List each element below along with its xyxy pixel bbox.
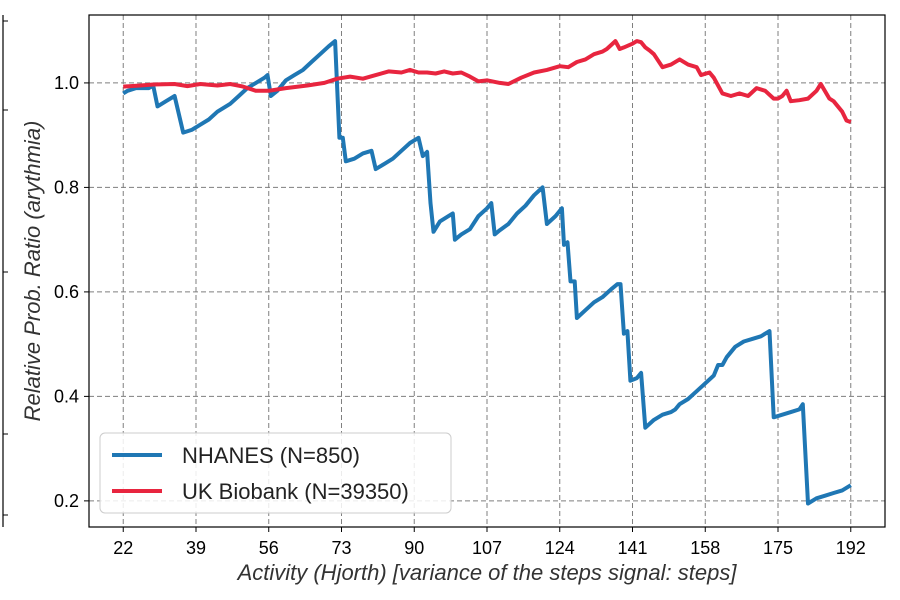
x-axis-label: Activity (Hjorth) [variance of the steps…	[236, 560, 738, 585]
legend-label-nhanes: NHANES (N=850)	[182, 443, 360, 468]
x-tick-label: 141	[617, 538, 647, 558]
x-tick-label: 39	[186, 538, 206, 558]
x-tick-label: 158	[690, 538, 720, 558]
y-tick-label: 0.4	[54, 386, 79, 406]
y-tick-label: 1.0	[54, 73, 79, 93]
y-axis-label: Relative Prob. Ratio (arythmia)	[20, 121, 45, 422]
legend: NHANES (N=850) UK Biobank (N=39350)	[99, 432, 452, 514]
series-layer	[122, 39, 852, 506]
left-frame-fragment	[2, 15, 8, 527]
series-line-ukbiobank	[123, 39, 852, 124]
x-tick-label: 175	[763, 538, 793, 558]
x-axis: 22 39 56 73 90 107 124 141 158 175 192	[113, 527, 866, 558]
series-line-nhanes	[122, 39, 852, 506]
x-tick-label: 73	[331, 538, 351, 558]
y-tick-label: 0.2	[54, 491, 79, 511]
legend-label-ukbiobank: UK Biobank (N=39350)	[182, 479, 409, 504]
x-tick-label: 124	[545, 538, 575, 558]
y-axis: 0.2 0.4 0.6 0.8 1.0	[54, 73, 89, 511]
x-tick-label: 22	[113, 538, 133, 558]
x-tick-label: 192	[836, 538, 866, 558]
y-tick-label: 0.8	[54, 177, 79, 197]
x-tick-label: 90	[404, 538, 424, 558]
y-tick-label: 0.6	[54, 282, 79, 302]
x-tick-label: 56	[259, 538, 279, 558]
x-tick-label: 107	[472, 538, 502, 558]
legend-box	[99, 432, 452, 514]
